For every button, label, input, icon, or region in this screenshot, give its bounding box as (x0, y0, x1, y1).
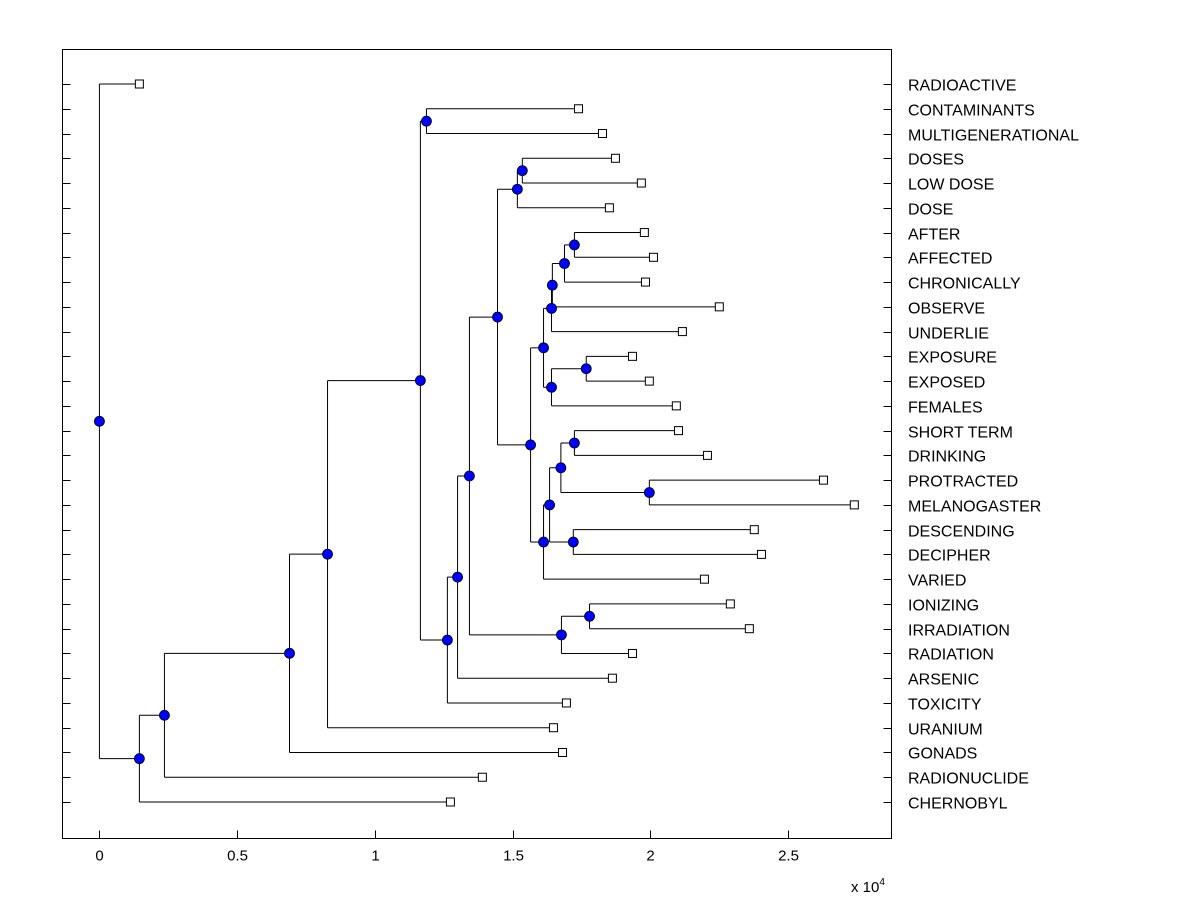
leaf-marker (725, 599, 735, 609)
leaf-label: OBSERVE (908, 301, 985, 318)
leaf-label: RADIONUCLIDE (908, 771, 1029, 788)
cluster-node-marker (538, 536, 549, 548)
cluster-node-marker (556, 629, 567, 641)
cluster-node-marker (492, 311, 503, 323)
leaf-label: CHERNOBYL (908, 796, 1008, 813)
leaf-marker (597, 129, 607, 139)
leaf-marker (756, 549, 766, 559)
leaf-label: FEMALES (908, 400, 983, 417)
x-tick-label: 2 (646, 848, 654, 865)
leaf-label: DECIPHER (908, 548, 991, 565)
cluster-node-marker (538, 342, 549, 354)
leaf-marker (134, 79, 144, 89)
leaf-marker (607, 673, 617, 683)
leaf-marker (699, 574, 709, 584)
x-tick-label: 2.5 (778, 848, 799, 865)
cluster-node-marker (584, 610, 595, 622)
leaf-marker (714, 302, 724, 312)
leaf-marker (648, 252, 658, 262)
leaf-label: SHORT TERM (908, 425, 1013, 442)
leaf-marker (818, 475, 828, 485)
leaf-label: IRRADIATION (908, 623, 1010, 640)
x-tick-label: 1 (371, 848, 379, 865)
leaf-label: AFTER (908, 227, 960, 244)
leaf-label: CHRONICALLY (908, 276, 1021, 293)
leaf-marker (674, 426, 684, 436)
leaf-marker (477, 772, 487, 782)
x-tick-label: 1.5 (503, 848, 524, 865)
leaf-marker (558, 747, 568, 757)
cluster-node-marker (421, 115, 432, 127)
leaf-label: DOSES (908, 152, 964, 169)
cluster-node-marker (414, 375, 426, 386)
leaf-marker (445, 797, 455, 807)
cluster-node-marker (322, 548, 333, 560)
leaf-marker (548, 723, 558, 733)
leaf-label: URANIUM (908, 722, 983, 739)
cluster-node-marker (544, 499, 555, 511)
leaf-marker (849, 500, 859, 510)
leaf-marker (749, 525, 759, 535)
leaf-label: CONTAMINANTS (908, 103, 1035, 120)
leaf-marker (644, 376, 654, 386)
leaf-marker (640, 277, 650, 287)
cluster-node-marker (284, 647, 295, 659)
cluster-node-marker (559, 258, 570, 269)
leaf-label: UNDERLIE (908, 326, 989, 343)
leaf-label: RADIATION (908, 647, 994, 664)
cluster-node-marker (568, 239, 580, 251)
x-tick-label: 0.5 (227, 848, 248, 865)
cluster-node-marker (452, 571, 463, 583)
cluster-node-marker (511, 183, 523, 195)
plot-area (62, 49, 892, 839)
cluster-node-marker (555, 462, 567, 474)
leaf-marker (702, 450, 712, 460)
leaf-label: PROTRACTED (908, 474, 1018, 491)
leaf-marker (636, 178, 646, 188)
leaf-label: GONADS (908, 746, 977, 763)
leaf-marker (561, 698, 571, 708)
cluster-node-marker (568, 437, 580, 449)
cluster-node-marker (133, 753, 145, 765)
leaf-marker (671, 401, 681, 411)
leaf-marker (628, 351, 638, 361)
leaf-marker (744, 624, 754, 634)
leaf-label: AFFECTED (908, 251, 992, 268)
cluster-node-marker (516, 165, 528, 177)
leaf-label: MULTIGENERATIONAL (908, 128, 1079, 145)
leaf-label: TOXICITY (908, 697, 982, 714)
leaf-marker (610, 153, 620, 163)
leaf-label: IONIZING (908, 598, 979, 615)
cluster-node-marker (525, 439, 536, 451)
cluster-node-marker (441, 634, 453, 646)
leaf-marker (628, 648, 638, 658)
x-tick-label: 0 (95, 848, 103, 865)
leaf-label: DESCENDING (908, 524, 1015, 541)
cluster-node-marker (567, 536, 579, 548)
cluster-node-marker (546, 279, 558, 291)
leaf-marker (604, 203, 614, 213)
cluster-node-marker (159, 709, 170, 721)
leaf-marker (677, 327, 687, 337)
cluster-node-marker (546, 302, 557, 314)
cluster-node-marker (580, 363, 592, 375)
leaf-label: LOW DOSE (908, 177, 994, 194)
cluster-node-marker (94, 415, 105, 427)
cluster-node-marker (643, 487, 655, 498)
cluster-node-marker (464, 470, 475, 482)
leaf-label: MELANOGASTER (908, 499, 1041, 516)
leaf-label: EXPOSURE (908, 350, 997, 367)
leaf-label: EXPOSED (908, 375, 985, 392)
leaf-marker (574, 104, 584, 114)
leaf-label: DRINKING (908, 449, 986, 466)
cluster-node-marker (546, 381, 557, 393)
leaf-label: ARSENIC (908, 672, 979, 689)
leaf-marker (639, 228, 649, 238)
leaf-label: RADIOACTIVE (908, 78, 1016, 95)
leaf-label: VARIED (908, 573, 966, 590)
leaf-label: DOSE (908, 202, 953, 219)
x-scale-label: x 104 (851, 877, 885, 896)
